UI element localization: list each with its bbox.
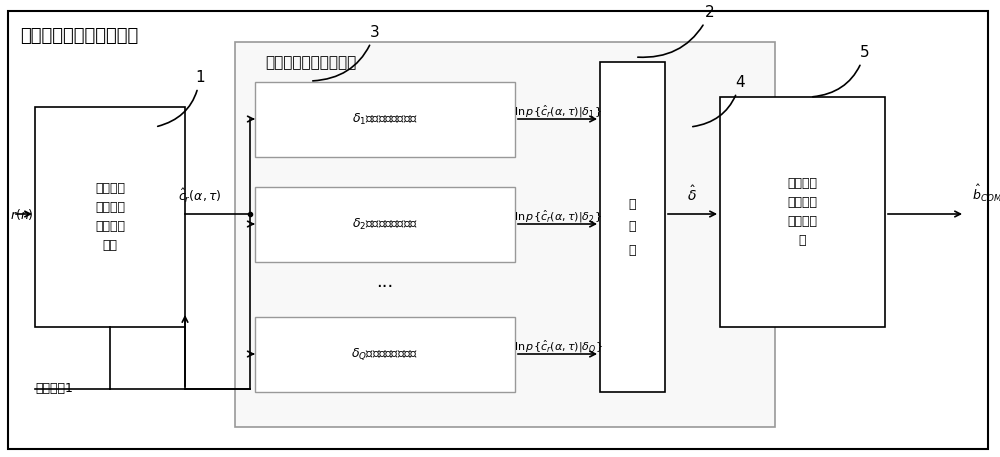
Text: $\ln p\{\hat{c}_r(\alpha,\tau)|\delta_2\}$: $\ln p\{\hat{c}_r(\alpha,\tau)|\delta_2\… [514,209,602,225]
Text: 1: 1 [158,70,205,126]
FancyBboxPatch shape [35,107,185,327]
Text: 输入参数1: 输入参数1 [35,383,73,395]
FancyBboxPatch shape [255,82,515,157]
Text: ···: ··· [376,278,394,296]
Text: 循环延时检测处理单元: 循环延时检测处理单元 [265,55,356,70]
Text: $\ln p\{\hat{c}_r(\alpha,\tau)|\delta_Q\}$: $\ln p\{\hat{c}_r(\alpha,\tau)|\delta_Q\… [514,339,602,356]
Text: $\delta_2$似然函数处理单元: $\delta_2$似然函数处理单元 [352,217,418,232]
FancyBboxPatch shape [720,97,885,327]
Text: $\delta_Q$似然函数处理单元: $\delta_Q$似然函数处理单元 [351,346,419,362]
Text: $\hat{b}_{COM}$: $\hat{b}_{COM}$ [972,183,1000,204]
Text: $\delta_1$似然函数处理单元: $\delta_1$似然函数处理单元 [352,112,418,127]
FancyBboxPatch shape [8,11,988,449]
Text: 3: 3 [313,25,380,81]
Text: $\hat{c}_r(\alpha,\tau)$: $\hat{c}_r(\alpha,\tau)$ [178,187,222,205]
Text: $\hat{\delta}$: $\hat{\delta}$ [687,185,697,204]
Text: 4: 4 [693,75,745,127]
FancyBboxPatch shape [255,187,515,262]
FancyBboxPatch shape [600,62,665,392]
Text: $\ln p\{\hat{c}_r(\alpha,\tau)|\delta_1\}$: $\ln p\{\hat{c}_r(\alpha,\tau)|\delta_1\… [514,104,602,120]
Text: 循环自相
关函数估
计值处理
单元: 循环自相 关函数估 计值处理 单元 [95,182,125,252]
Text: 2: 2 [638,5,715,57]
Text: 谱域通信信号的解调系统: 谱域通信信号的解调系统 [20,27,138,45]
Text: $r(n)$: $r(n)$ [10,207,34,222]
FancyBboxPatch shape [255,317,515,392]
Text: 循环调制
矢量解映
射处理单
元: 循环调制 矢量解映 射处理单 元 [787,177,817,247]
Text: 最
大
值: 最 大 值 [628,197,636,256]
FancyBboxPatch shape [235,42,775,427]
Text: 5: 5 [813,45,870,97]
